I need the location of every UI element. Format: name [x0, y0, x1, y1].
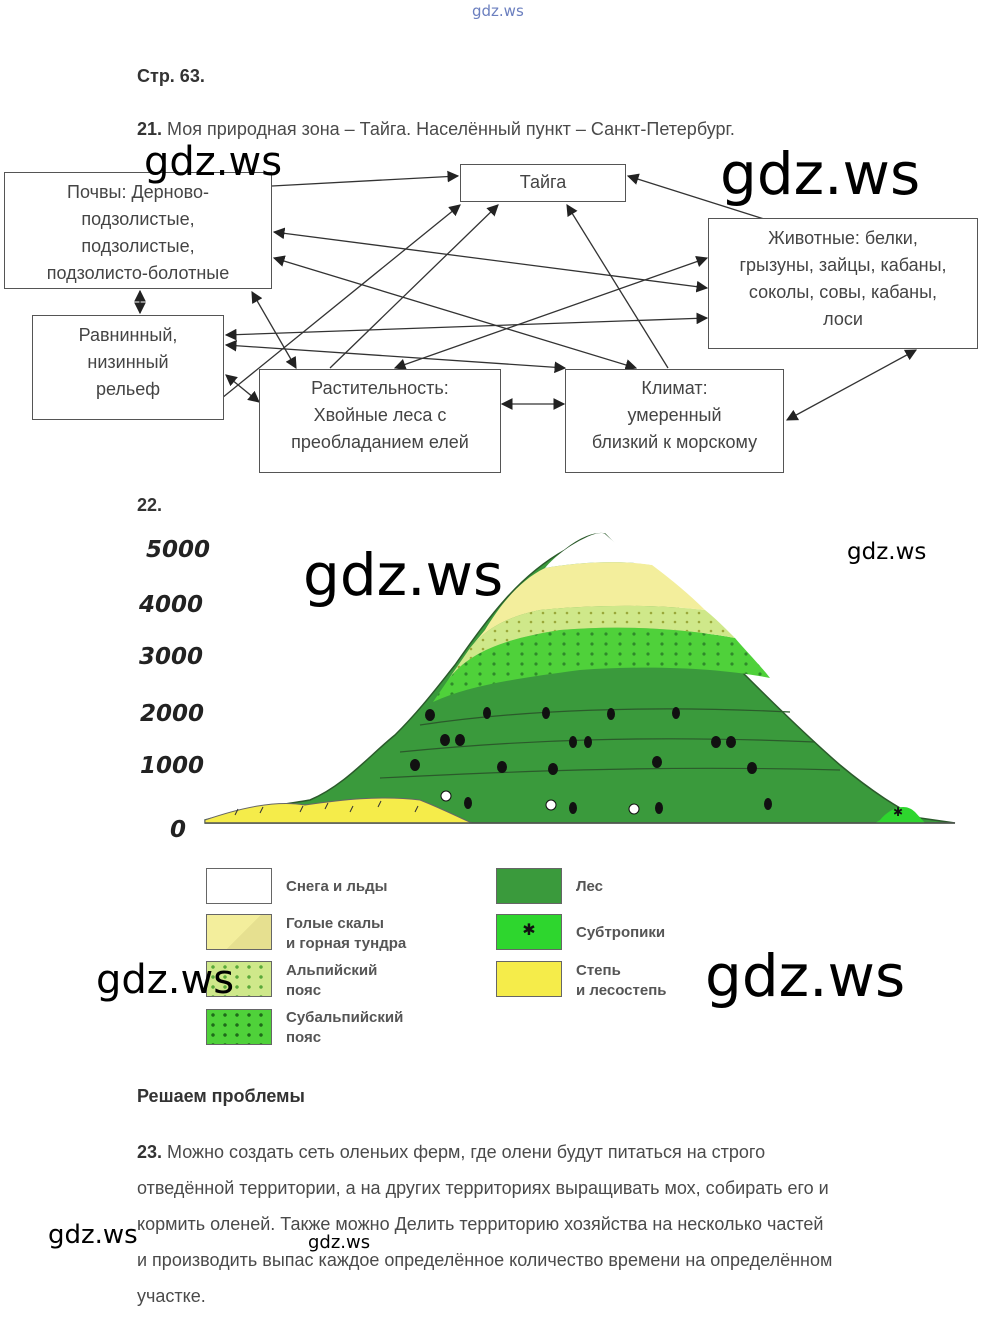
legend-label-subalpine: Субальпийский пояс: [286, 1008, 403, 1048]
task23-line-3: кормить оленей. Также можно Делить терри…: [137, 1214, 824, 1234]
watermark-2: gdz.ws: [720, 140, 921, 208]
legend-swatch-forest: [496, 868, 562, 904]
legend-swatch-subalpine: [206, 1009, 272, 1045]
legend-swatch-snow: [206, 868, 272, 904]
legend-label-steppe-line-1: Степь: [576, 962, 621, 979]
legend-label-forest: Лес: [576, 877, 603, 897]
task23-number: 23.: [137, 1142, 163, 1162]
vegetation-box: Растительность: Хвойные леса с преоблада…: [259, 369, 501, 473]
elevation-3000: 3000: [139, 644, 204, 670]
soils-line-1: Почвы: Дерново-: [67, 182, 209, 202]
task23-line-2: отведённой территории, а на других терри…: [137, 1178, 829, 1198]
problems-heading: Решаем проблемы: [137, 1086, 305, 1106]
legend-label-alpine-line-1: Альпийский: [286, 962, 378, 979]
animals-line-4: лоси: [823, 309, 863, 329]
watermark-6: gdz.ws: [705, 942, 906, 1010]
task23-line-1-text: Можно создать сеть оленьих ферм, где оле…: [167, 1142, 766, 1162]
task21-number: 21.: [137, 119, 163, 139]
animals-line-2: грызуны, зайцы, кабаны,: [739, 255, 947, 275]
climate-box: Климат: умеренный близкий к морскому: [565, 369, 784, 473]
taiga-box: Тайга: [460, 164, 626, 202]
taiga-label: Тайга: [519, 172, 567, 192]
watermark-7: gdz.ws: [48, 1220, 138, 1250]
legend-label-alpine: Альпийский пояс: [286, 961, 377, 1001]
legend-swatch-rocks: [206, 914, 272, 950]
climate-line-1: Климат:: [641, 378, 708, 398]
task23-paragraph: 23. Можно создать сеть оленьих ферм, где…: [137, 1134, 953, 1314]
legend-label-subtropics: Субтропики: [576, 923, 665, 943]
task23-line-5: участке.: [137, 1286, 206, 1306]
legend-label-rocks-line-1: Голые скалы: [286, 915, 384, 932]
legend-label-forest-line: Лес: [576, 878, 604, 895]
watermark-8: gdz.ws: [308, 1232, 371, 1253]
diagram-arrows: [134, 170, 918, 421]
elevation-0: 0: [170, 817, 187, 843]
climate-line-3: близкий к морскому: [591, 432, 758, 452]
task21-text: Моя природная зона – Тайга. Населённый п…: [167, 119, 735, 139]
relief-line-1: Равнинный,: [78, 325, 178, 345]
legend-label-subtropics-line: Субтропики: [576, 924, 666, 941]
task23-line-4: и производить выпас каждое определённое …: [137, 1250, 833, 1270]
relief-line-2: низинный: [87, 352, 169, 372]
task23-line-1: 23. Можно создать сеть оленьих ферм, где…: [137, 1134, 953, 1170]
vegetation-line-1: Растительность:: [311, 378, 449, 398]
legend-swatch-steppe: [496, 961, 562, 997]
legend-label-subalpine-line-1: Субальпийский: [286, 1009, 404, 1026]
legend-label-steppe-line-2: и лесостепь: [576, 982, 667, 999]
legend-label-rocks: Голые скалы и горная тундра: [286, 914, 406, 954]
elevation-1000: 1000: [140, 753, 205, 779]
relief-line-3: рельеф: [95, 379, 161, 399]
vegetation-line-3: преобладанием елей: [291, 432, 469, 452]
svg-text:✱: ✱: [893, 805, 903, 819]
task21-line: 21. Моя природная зона – Тайга. Населённ…: [137, 119, 735, 140]
elevation-2000: 2000: [140, 701, 205, 727]
mountain-illustration: ✱: [204, 532, 956, 824]
legend-label-rocks-line-2: и горная тундра: [286, 935, 407, 952]
legend-swatch-alpine: [206, 961, 272, 997]
legend-label-snow: Снега и льды: [286, 877, 387, 897]
relief-box: Равнинный, низинный рельеф: [32, 315, 224, 420]
task22-number: 22.: [137, 495, 163, 515]
watermark-4: gdz.ws: [847, 539, 927, 565]
watermark-1: gdz.ws: [144, 139, 283, 185]
legend-label-subalpine-line-2: пояс: [286, 1029, 322, 1046]
legend-label-snow-line: Снега и льды: [286, 878, 388, 895]
soils-line-4: подзолисто-болотные: [46, 263, 230, 283]
vegetation-line-2: Хвойные леса с: [313, 405, 447, 425]
elevation-4000: 4000: [139, 592, 204, 618]
watermark-3: gdz.ws: [303, 541, 504, 609]
animals-box: Животные: белки, грызуны, зайцы, кабаны,…: [708, 218, 978, 349]
soils-box: Почвы: Дерново- подзолистые, подзолистые…: [4, 172, 272, 289]
legend-swatch-subtropics: ✱: [496, 914, 562, 950]
watermark-top: gdz.ws: [472, 2, 524, 20]
animals-line-3: соколы, совы, кабаны,: [748, 282, 938, 302]
watermark-5: gdz.ws: [96, 957, 235, 1003]
legend-label-steppe: Степь и лесостепь: [576, 961, 666, 1001]
page-label: Стр. 63.: [137, 66, 205, 86]
legend-label-alpine-line-2: пояс: [286, 982, 322, 999]
soils-line-2: подзолистые,: [81, 209, 195, 229]
animals-line-1: Животные: белки,: [768, 228, 918, 248]
climate-line-2: умеренный: [627, 405, 722, 425]
soils-line-3: подзолистые,: [81, 236, 195, 256]
elevation-5000: 5000: [146, 537, 211, 563]
